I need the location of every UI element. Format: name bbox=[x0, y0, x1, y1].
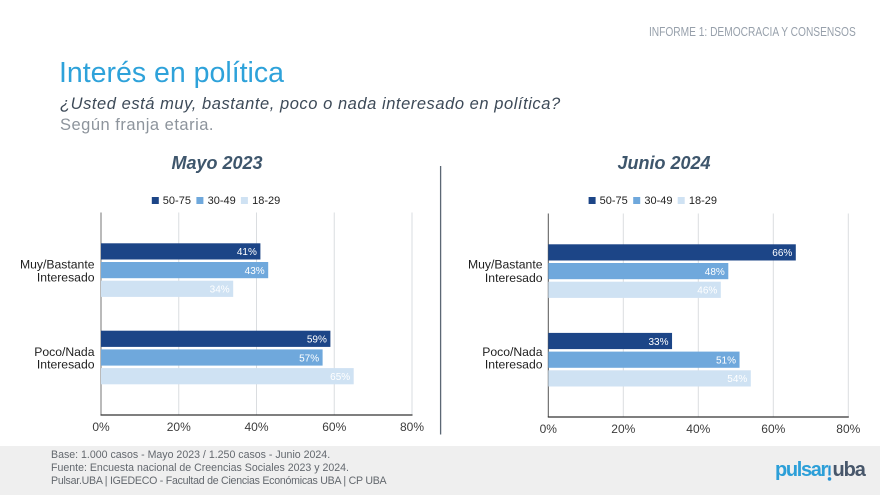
svg-text:80%: 80% bbox=[836, 422, 860, 436]
svg-text:57%: 57% bbox=[299, 353, 319, 364]
svg-text:0%: 0% bbox=[92, 420, 110, 434]
svg-text:33%: 33% bbox=[648, 337, 668, 348]
svg-text:0%: 0% bbox=[540, 422, 558, 436]
svg-text:18-29: 18-29 bbox=[252, 195, 280, 207]
svg-text:80%: 80% bbox=[400, 420, 424, 434]
svg-text:40%: 40% bbox=[686, 422, 710, 436]
svg-text:51%: 51% bbox=[716, 356, 736, 367]
svg-text:43%: 43% bbox=[245, 266, 265, 277]
svg-text:Interesado: Interesado bbox=[37, 358, 95, 372]
svg-text:Poco/Nada: Poco/Nada bbox=[34, 345, 95, 359]
svg-text:46%: 46% bbox=[697, 286, 717, 297]
svg-text:54%: 54% bbox=[727, 374, 747, 385]
svg-text:34%: 34% bbox=[210, 285, 230, 296]
svg-text:uba: uba bbox=[833, 459, 867, 481]
svg-text:50-75: 50-75 bbox=[600, 195, 628, 207]
svg-text:59%: 59% bbox=[307, 335, 327, 346]
svg-text:30-49: 30-49 bbox=[208, 195, 236, 207]
svg-text:Poco/Nada: Poco/Nada bbox=[482, 345, 543, 359]
svg-text:66%: 66% bbox=[772, 248, 792, 259]
svg-text:18-29: 18-29 bbox=[689, 195, 717, 207]
svg-text:Muy/Bastante: Muy/Bastante bbox=[468, 258, 543, 272]
svg-text:20%: 20% bbox=[611, 422, 635, 436]
svg-text:40%: 40% bbox=[244, 420, 268, 434]
svg-text:Muy/Bastante: Muy/Bastante bbox=[20, 258, 95, 272]
svg-text:Interesado: Interesado bbox=[485, 271, 543, 285]
svg-text:30-49: 30-49 bbox=[644, 195, 672, 207]
svg-text:60%: 60% bbox=[761, 422, 785, 436]
svg-text:20%: 20% bbox=[167, 420, 191, 434]
svg-text:Interesado: Interesado bbox=[485, 358, 543, 372]
svg-text:60%: 60% bbox=[322, 420, 346, 434]
svg-text:48%: 48% bbox=[705, 267, 725, 278]
svg-text:pulsar: pulsar bbox=[775, 459, 828, 481]
svg-text:50-75: 50-75 bbox=[163, 195, 191, 207]
svg-text:65%: 65% bbox=[330, 372, 350, 383]
svg-text:Interesado: Interesado bbox=[37, 270, 95, 284]
svg-text:41%: 41% bbox=[237, 247, 257, 258]
